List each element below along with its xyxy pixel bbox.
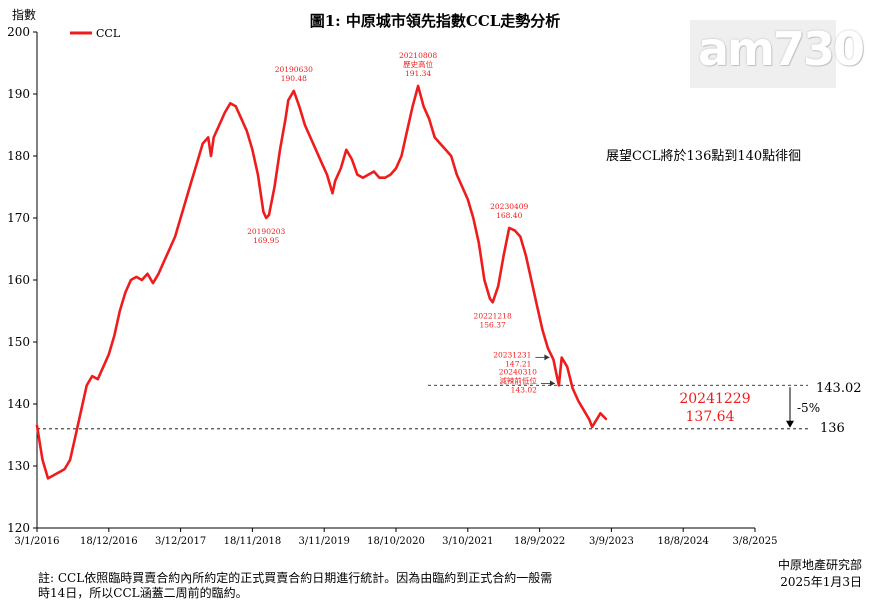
- axes: 120 130 140 150 160 170 180 190 200 3/1/2016 18/12…: [7, 25, 808, 547]
- annotation-label: 20190203: [247, 227, 285, 236]
- annotation-label: 147.21: [505, 359, 531, 368]
- x-tick-label: 3/11/2019: [299, 536, 350, 547]
- chart-legend: CCL: [70, 27, 121, 40]
- y-tick-label: 150: [7, 335, 30, 349]
- series-line-ccl: [35, 84, 608, 480]
- y-tick-label: 160: [7, 273, 30, 287]
- annotation-label: 191.34: [405, 69, 431, 78]
- annotation-label: 歷史高位: [403, 59, 433, 69]
- annotation-arrow-head: [549, 380, 555, 387]
- chart-title: 圖1: 中原城市領先指數CCL走勢分析: [310, 12, 561, 30]
- annotation-label: 143.02: [511, 385, 537, 394]
- annotation-label: 20221218: [474, 311, 512, 320]
- y-tick-label: 200: [7, 25, 30, 39]
- source-org: 中原地產研究部: [778, 557, 862, 572]
- y-tick-label: 140: [7, 397, 30, 411]
- annotation-label: 20210808: [399, 51, 437, 60]
- footnote-line-1: 註: CCL依照臨時買賣合約內所約定的正式買賣合約日期進行統計。因為由臨約到正式…: [38, 570, 552, 585]
- x-tick-label: 18/9/2022: [514, 536, 565, 547]
- x-tick-label: 3/9/2023: [589, 536, 634, 547]
- latest-date: 20241229: [679, 391, 750, 407]
- x-tick-label: 3/1/2016: [15, 536, 60, 547]
- series-layer: [35, 84, 608, 480]
- y-axis-label: 指數: [12, 7, 36, 22]
- footnote-line-2: 時14日，所以CCL涵蓋二周前的臨約。: [38, 585, 248, 600]
- annotation-label: 169.95: [253, 236, 279, 245]
- outlook-text: 展望CCL將於136點到140點徘徊: [606, 148, 801, 164]
- source-date: 2025年1月3日: [780, 575, 862, 589]
- annotation-label: 190.48: [281, 74, 307, 83]
- y-tick-label: 130: [7, 459, 30, 473]
- y-tick-label: 120: [7, 521, 30, 535]
- annotation-label: 20190630: [275, 65, 313, 74]
- y-tick-label: 180: [7, 149, 30, 163]
- x-tick-label: 18/11/2018: [224, 536, 282, 547]
- y-tick-label: 190: [7, 87, 30, 101]
- legend-label-ccl: CCL: [96, 27, 121, 40]
- annotation-label: 20231231: [493, 350, 531, 359]
- x-tick-label: 18/10/2020: [367, 536, 425, 547]
- change-label: -5%: [797, 401, 820, 415]
- annotation-label: 減辣前低位: [499, 375, 537, 385]
- x-tick-label: 18/8/2024: [658, 536, 709, 547]
- annotation-label: 156.37: [480, 320, 506, 329]
- x-tick-label: 3/8/2025: [733, 536, 778, 547]
- refline-label-136: 136: [820, 421, 845, 436]
- watermark-logo: am730: [698, 22, 865, 76]
- x-tick-label: 3/12/2017: [155, 536, 206, 547]
- annotation-label: 20240310: [499, 367, 537, 376]
- watermark-backdrop: [690, 20, 836, 88]
- latest-value: 137.64: [686, 409, 735, 425]
- annotation-arrow-head: [544, 354, 550, 361]
- change-arrow-head: [786, 420, 794, 428]
- x-tick-label: 18/12/2016: [80, 536, 138, 547]
- x-tick-label: 3/10/2021: [442, 536, 493, 547]
- annotation-label: 168.40: [496, 211, 522, 220]
- y-tick-label: 170: [7, 211, 30, 225]
- refline-label-143: 143.02: [816, 381, 862, 396]
- annotation-label: 20230409: [490, 202, 528, 211]
